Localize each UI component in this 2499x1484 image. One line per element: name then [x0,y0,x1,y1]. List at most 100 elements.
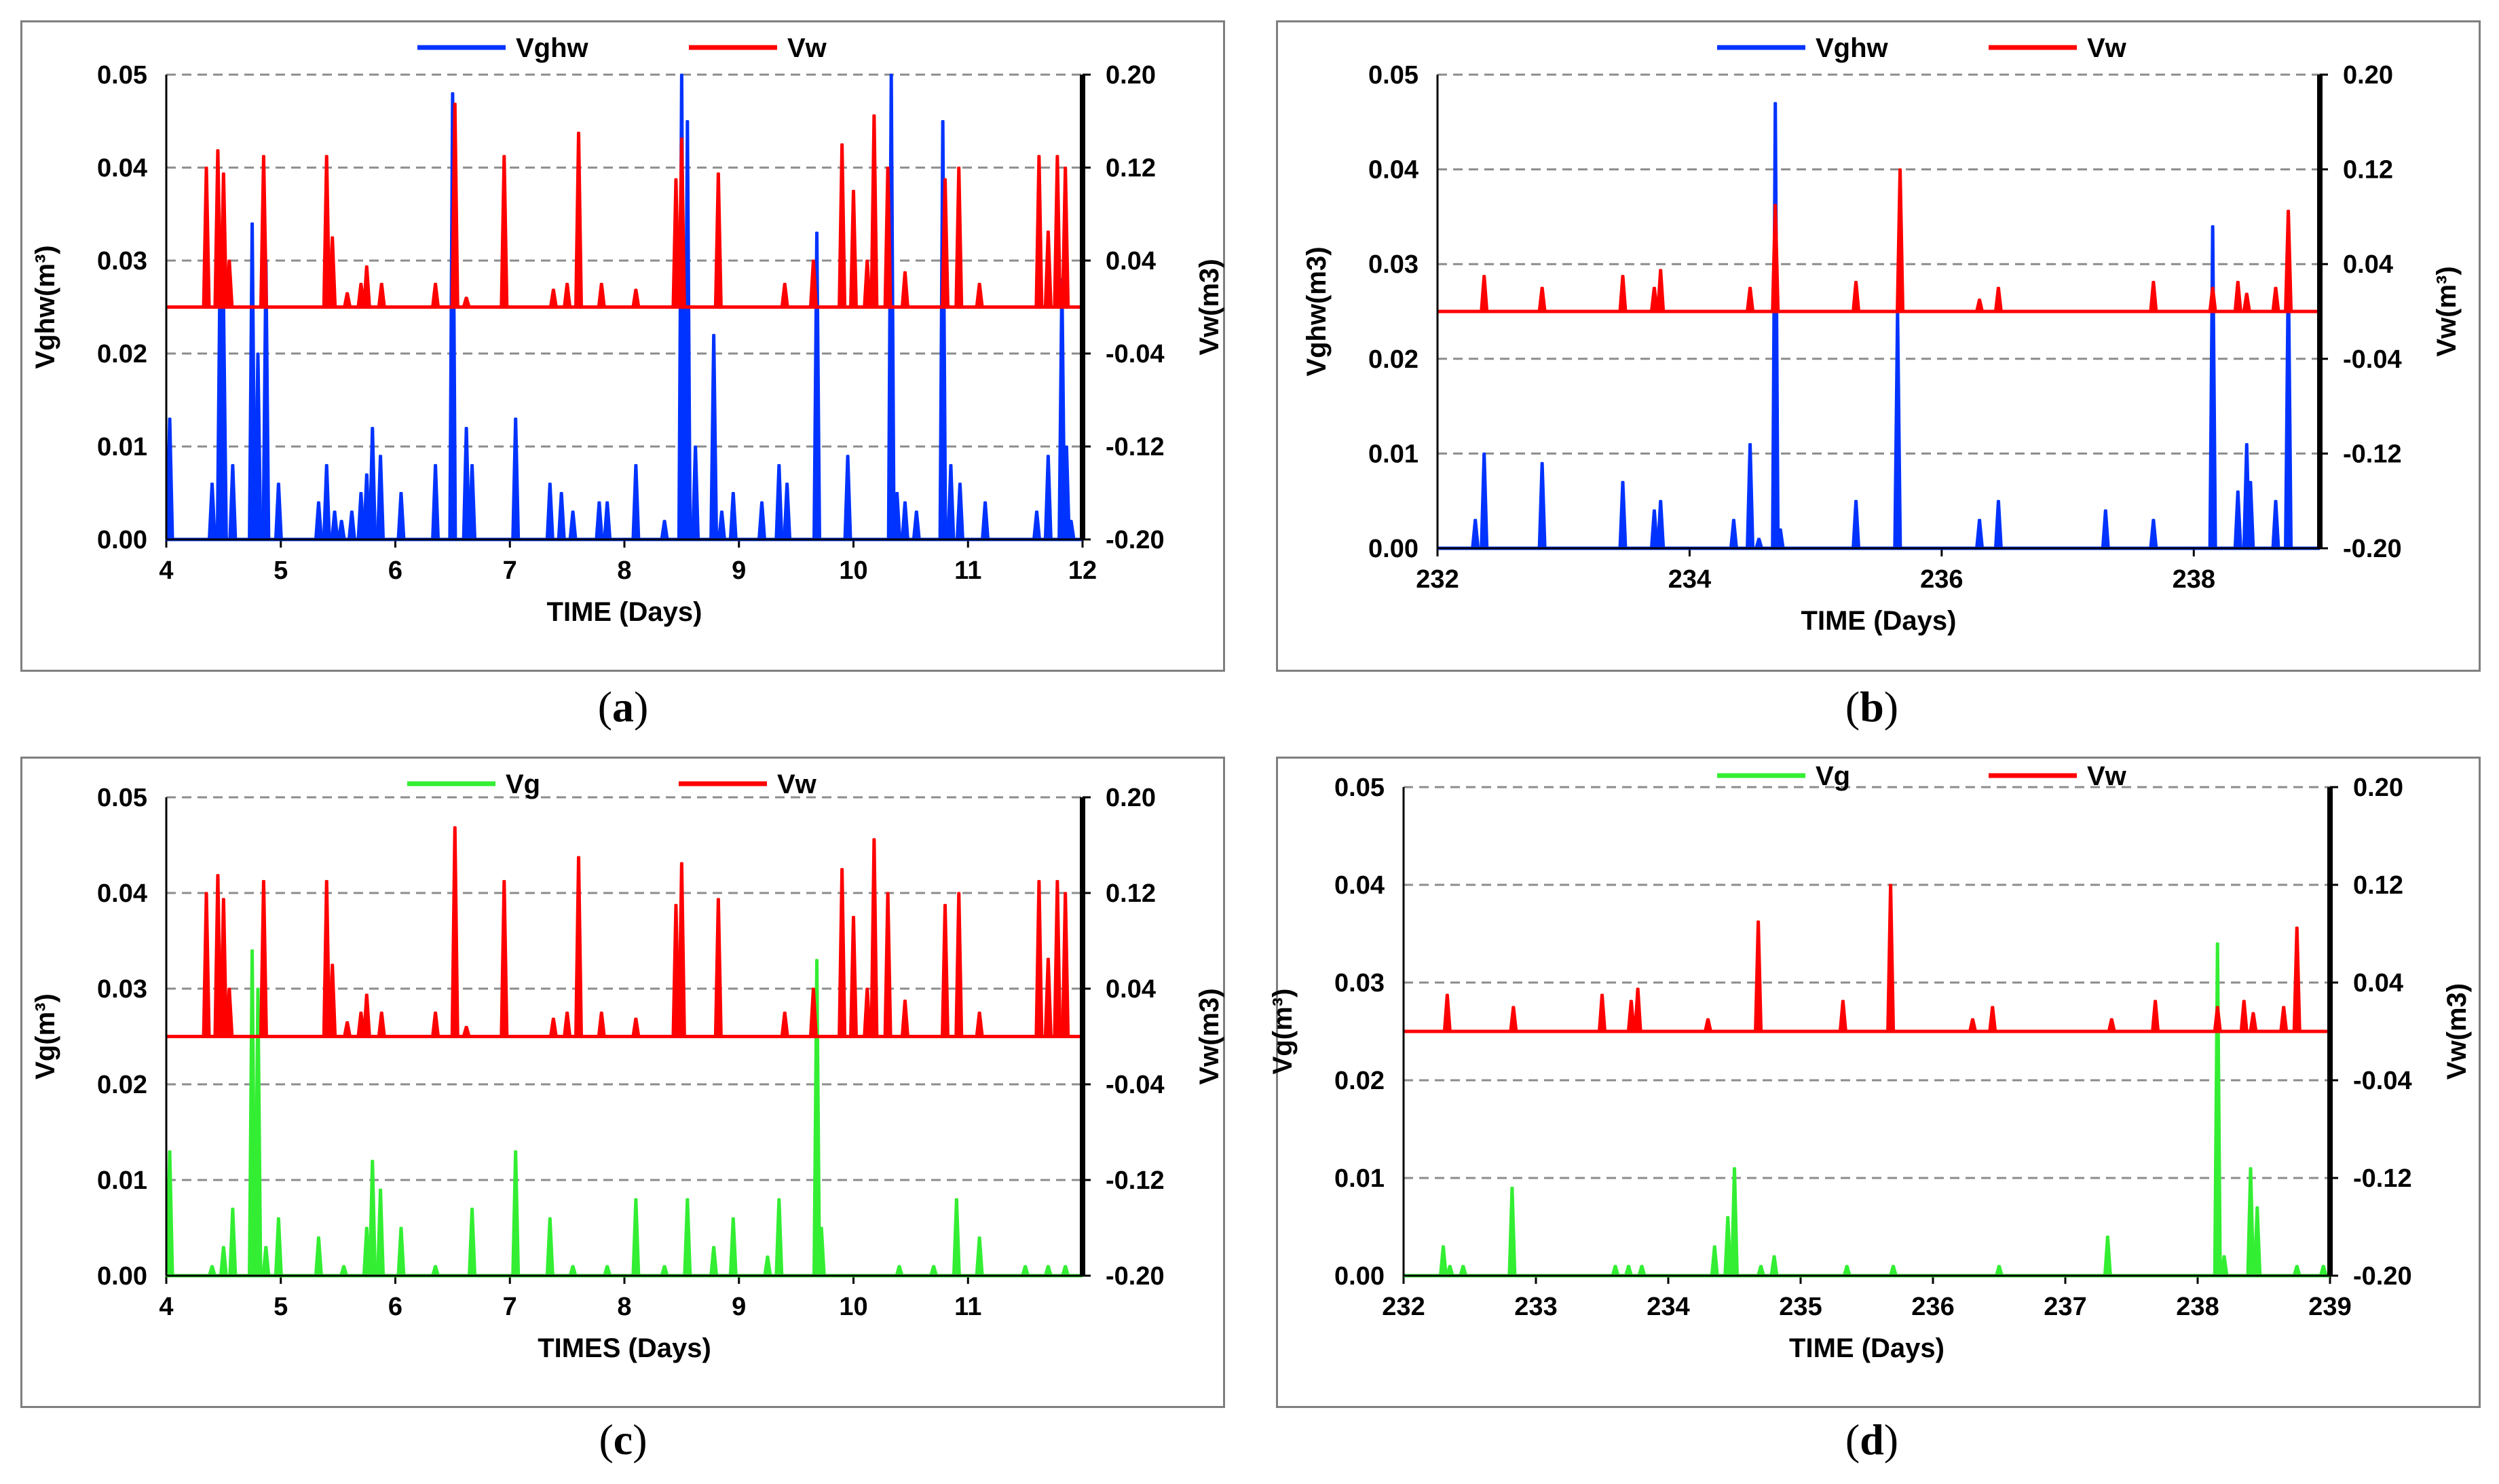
series-spike-vw [431,1011,440,1038]
y-right-tick-label: 0.12 [2353,871,2403,900]
series-spike-vw [462,1025,471,1038]
series-spike-vw [202,166,211,308]
series-spike-vw [808,259,818,308]
y-right-tick-label: -0.20 [2343,535,2402,563]
legend-label-vghw: Vghw [1816,33,1889,63]
series-spike-vw [631,1017,641,1038]
chart-c-frame [20,757,1225,1408]
y-left-tick-label: 0.04 [1334,871,1385,900]
series-spike-vw [1618,275,1628,313]
series-spike-vg [1439,1245,1448,1277]
y-right-tick-label: 0.12 [1106,154,1156,183]
x-tick-label: 238 [2173,565,2215,594]
series-spike-vg [1723,1216,1733,1277]
series-spike-vw [2151,1000,2160,1033]
y-right-tick-label: 0.04 [2353,969,2403,997]
y-right-tick-label: 0.12 [1106,879,1156,908]
series-spike-vw [900,271,909,308]
series-spike-vw [328,964,337,1038]
series-spike-vw [328,236,337,308]
series-spike-vw [1061,892,1070,1038]
y-left-tick-label: 0.00 [1368,535,1418,563]
series-spike-vw [356,1011,366,1038]
series-spike-vw [1633,987,1642,1033]
series-spike-vw [954,166,964,308]
y-left-tick-label: 0.02 [1368,345,1418,374]
y-right-tick-label: -0.12 [2353,1164,2412,1193]
y-left-tick-label: 0.01 [1334,1164,1385,1193]
series-spike-vw [869,114,879,308]
series-spike-vw [431,282,440,308]
series-spike-vw [2292,926,2301,1033]
series-spike-vw [563,282,572,308]
series-spike-vw [808,987,818,1038]
x-tick-label: 5 [274,556,288,585]
y-left-tick-label: 0.03 [97,975,147,1004]
x-tick-label: 10 [839,1293,867,1321]
series-spike-vw [1746,286,1755,313]
y-left-tick-label: 0.00 [1334,1262,1385,1291]
series-spike-vw [975,282,984,308]
series-spike-vw [677,862,686,1038]
panel-label-a-letter: a [612,683,634,731]
series-spike-vw [343,1021,352,1038]
legend-label-vw: Vw [2087,761,2127,791]
x-tick-label: 11 [954,556,981,585]
series-spike-vw [975,1011,984,1038]
series-spike-vw [574,856,583,1038]
x-tick-label: 4 [159,1293,173,1321]
y-right-tick-label: -0.04 [1106,1071,1165,1099]
series-spike-vg [1611,1265,1620,1277]
series-spike-vw [500,879,509,1038]
series-spike-vw [883,892,892,1038]
series-spike-vw [954,892,964,1038]
series-spike-vw [1656,269,1666,313]
legend-label-vghw: Vghw [516,33,589,63]
series-spike-vw [259,879,268,1038]
series-spike-vg [1842,1265,1852,1277]
y-left-tick-label: 0.05 [1368,61,1418,90]
series-spike-vw [883,166,892,308]
y-left-tick-label: 0.00 [97,1262,147,1291]
y-right-tick-label: -0.04 [2343,345,2402,374]
series-spike-vw [219,898,228,1038]
series-spike-vw [780,1011,789,1038]
y-right-tick-label: -0.04 [1106,340,1165,368]
series-spike-vw [2279,1006,2289,1033]
series-spike-vw [1988,1006,1997,1033]
series-spike-vw [219,172,228,308]
series-spike-vw [377,1011,386,1038]
series-spike-vw [1896,168,1905,313]
legend-label-vw: Vw [787,33,827,63]
series-spike-vw [362,993,371,1038]
series-spike-vg [2103,1235,2112,1277]
series-spike-vw [1053,879,1062,1038]
series-spike-vw [322,879,331,1038]
x-tick-label: 4 [159,556,173,585]
y-left-tick-label: 0.04 [97,154,147,183]
x-tick-label: 234 [1668,565,1711,594]
y-left-tick-label: 0.03 [97,247,147,275]
panel-label-d: (d) [1845,1415,1899,1464]
y-right-tick-label: 0.04 [1106,247,1156,275]
panel-label-d-letter: d [1860,1415,1884,1464]
series-spike-vg [1995,1265,2004,1277]
series-spike-vg [1459,1265,1468,1277]
y-left-tick-label: 0.01 [97,1166,147,1195]
series-spike-vw [548,288,558,308]
series-spike-vw [2213,1006,2222,1033]
series-spike-vw [1968,1018,1977,1033]
y-left-tick-label: 0.04 [97,879,147,908]
panel-label-c: (c) [599,1415,647,1464]
series-spike-vw [631,288,641,308]
series-spike-vg [1756,1265,1765,1277]
series-spike-vw [838,143,847,308]
series-spike-vw [1043,957,1053,1038]
series-spike-vw [574,132,583,308]
series-spike-vg [1889,1265,1898,1277]
series-spike-vw [2149,280,2158,313]
y-right-tick-label: 0.04 [2343,250,2393,279]
series-spike-vw [1626,1000,1636,1033]
series-spike-vw [849,915,858,1038]
